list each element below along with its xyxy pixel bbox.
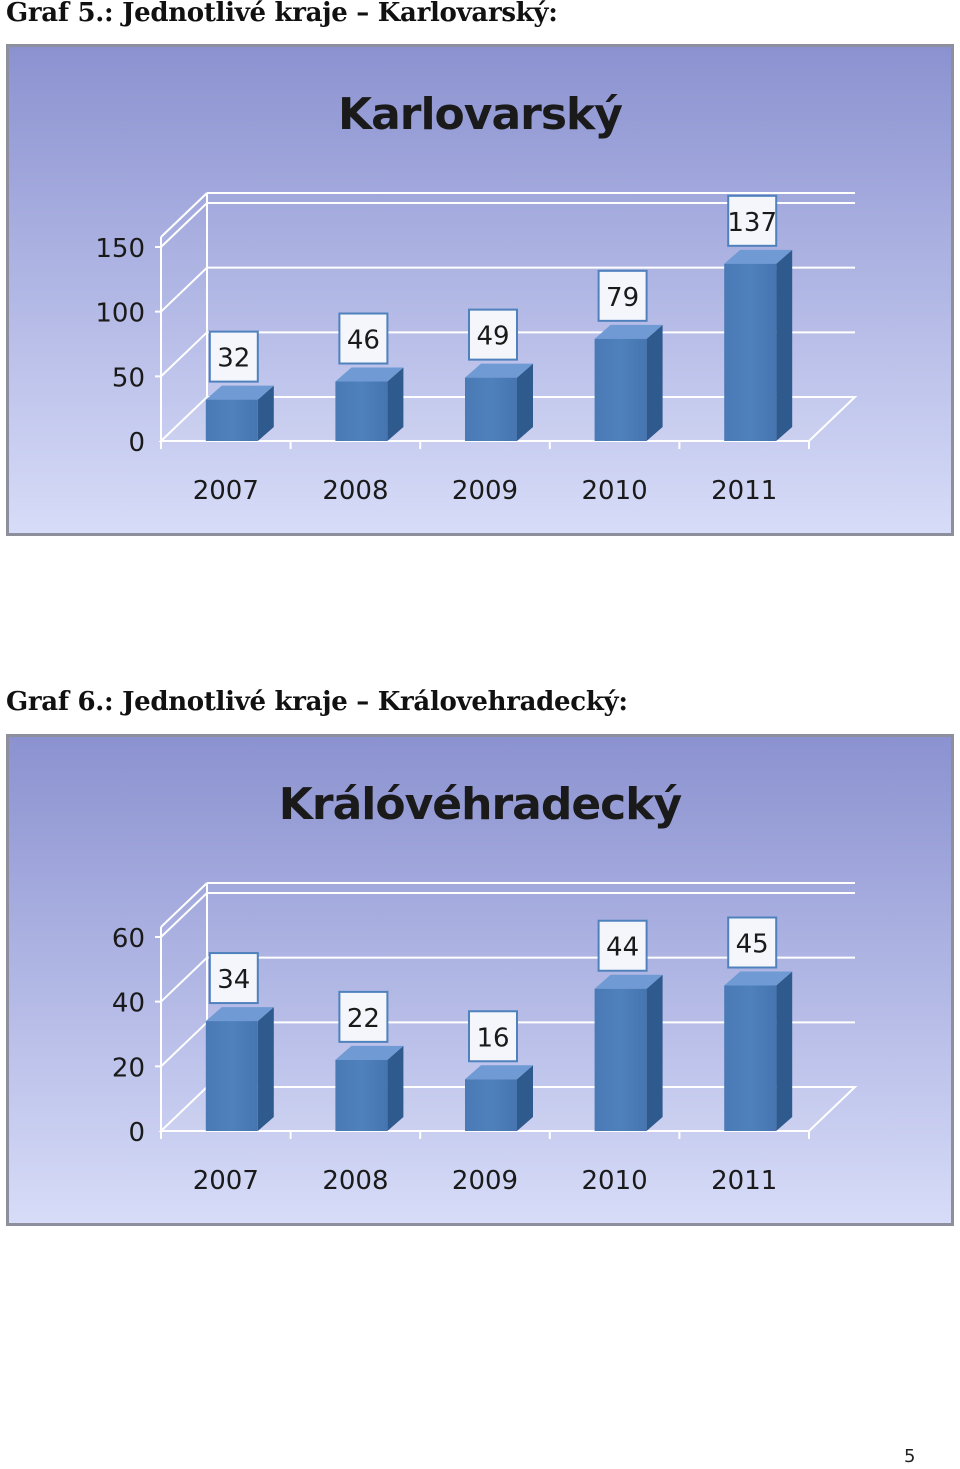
data-label-box-2008 — [338, 312, 389, 365]
wall-top-edge — [160, 192, 208, 238]
chart-caption-graf6: Graf 6.: Jednotlivé kraje – Královehrade… — [6, 687, 628, 717]
chart-kralovehradecky: Králóvéhradecký 0 20 40 60 34 2007 22 2008 16 2009… — [6, 734, 954, 1226]
ytick-label-0: 0 — [128, 1118, 145, 1148]
data-label-2009: 16 — [476, 1023, 509, 1053]
chart-title: Karlovarský — [338, 89, 622, 140]
xtick-label-2009: 2009 — [452, 476, 518, 506]
data-label-box-2010 — [597, 919, 648, 972]
data-label-2010: 44 — [606, 933, 639, 963]
chart-svg-kralovehradecky: Králóvéhradecký 0 20 40 60 34 2007 22 2008 16 2009… — [9, 737, 951, 1223]
bar-front — [594, 988, 647, 1131]
data-label-2007: 34 — [217, 965, 250, 995]
bar-top — [465, 363, 533, 378]
bar-front — [205, 399, 258, 441]
ytick-label-60: 60 — [112, 924, 145, 954]
ytick-label-0: 0 — [128, 428, 145, 458]
chart-title: Králóvéhradecký — [279, 779, 682, 830]
data-label-2011: 137 — [727, 208, 777, 238]
bar-front — [594, 338, 647, 441]
bar-top — [724, 971, 793, 986]
chart-background — [9, 47, 951, 533]
gridline-150 — [155, 202, 855, 248]
bar-side — [387, 1045, 404, 1131]
xtick-label-2007: 2007 — [193, 476, 259, 506]
page-number: 5 — [904, 1446, 916, 1467]
bar-front — [465, 377, 517, 441]
bar-front — [724, 263, 777, 441]
bar-top — [335, 367, 404, 382]
wall-top-edge — [160, 882, 208, 928]
xtick-label-2008: 2008 — [322, 1166, 388, 1196]
bar-2010 — [594, 324, 663, 441]
xtick-label-2008: 2008 — [322, 476, 388, 506]
data-label-2010: 79 — [606, 283, 639, 313]
bar-side — [646, 974, 663, 1131]
chart-karlovarsky: Karlovarský 0 50 100 150 32 2007 46 2008 49 2009 79… — [6, 44, 954, 536]
bar-top — [724, 249, 793, 264]
xtick-label-2011: 2011 — [711, 1166, 777, 1196]
data-label-2008: 46 — [347, 326, 380, 356]
chart-caption-graf5: Graf 5.: Jednotlivé kraje – Karlovarský: — [6, 0, 558, 28]
xtick-label-2011: 2011 — [711, 476, 777, 506]
bar-2011 — [724, 971, 793, 1131]
gridline-50 — [155, 331, 855, 378]
bar-side — [776, 971, 793, 1131]
data-label-2011: 45 — [736, 930, 769, 960]
bar-front — [465, 1079, 517, 1131]
bar-side — [517, 363, 533, 441]
bar-front — [335, 1059, 388, 1131]
data-label-2007: 32 — [217, 344, 250, 374]
chart-svg-karlovarsky: Karlovarský 0 50 100 150 32 2007 46 2008 49 2009 79… — [9, 47, 951, 533]
gridline-40 — [155, 956, 855, 1003]
bar-2008 — [335, 1045, 404, 1131]
bar-side — [387, 367, 404, 441]
bar-2007 — [205, 1007, 274, 1131]
bar-front — [205, 1021, 258, 1131]
xtick-label-2007: 2007 — [193, 1166, 259, 1196]
bar-top — [335, 1045, 404, 1060]
xtick-label-2009: 2009 — [452, 1166, 518, 1196]
bar-side — [646, 324, 663, 441]
gridline-60 — [155, 892, 855, 938]
data-label-box-2011 — [727, 916, 778, 969]
bar-side — [517, 1065, 533, 1131]
data-label-2009: 49 — [476, 322, 509, 352]
data-label-box-2011 — [727, 194, 778, 247]
data-label-box-2009 — [468, 308, 518, 361]
bar-2010 — [594, 974, 663, 1131]
data-label-box-2007 — [208, 330, 259, 383]
ytick-label-50: 50 — [112, 363, 145, 393]
gridline-20 — [155, 1021, 855, 1068]
bar-top — [465, 1065, 533, 1080]
bar-front — [335, 381, 388, 441]
data-label-2008: 22 — [347, 1004, 380, 1034]
data-label-box-2007 — [208, 952, 259, 1005]
xtick-label-2010: 2010 — [582, 476, 648, 506]
gridline-100 — [155, 266, 855, 313]
data-label-box-2009 — [468, 1010, 518, 1063]
ytick-label-20: 20 — [112, 1053, 145, 1083]
ytick-label-150: 150 — [95, 234, 145, 264]
bar-2007 — [205, 385, 274, 441]
bar-side — [776, 249, 793, 441]
data-label-box-2010 — [597, 269, 648, 322]
bar-side — [257, 1007, 274, 1131]
bar-2011 — [724, 249, 793, 441]
bar-top — [594, 974, 663, 989]
ytick-label-100: 100 — [95, 299, 145, 329]
bar-side — [257, 385, 274, 441]
data-label-box-2008 — [338, 990, 389, 1043]
bar-top — [205, 1007, 274, 1022]
bar-front — [724, 985, 777, 1131]
chart-background — [9, 737, 951, 1223]
bar-top — [594, 324, 663, 339]
bar-2008 — [335, 367, 404, 441]
xtick-label-2010: 2010 — [582, 1166, 648, 1196]
bar-2009 — [465, 1065, 533, 1131]
ytick-label-40: 40 — [112, 989, 145, 1019]
bar-2009 — [465, 363, 533, 441]
bar-top — [205, 385, 274, 400]
